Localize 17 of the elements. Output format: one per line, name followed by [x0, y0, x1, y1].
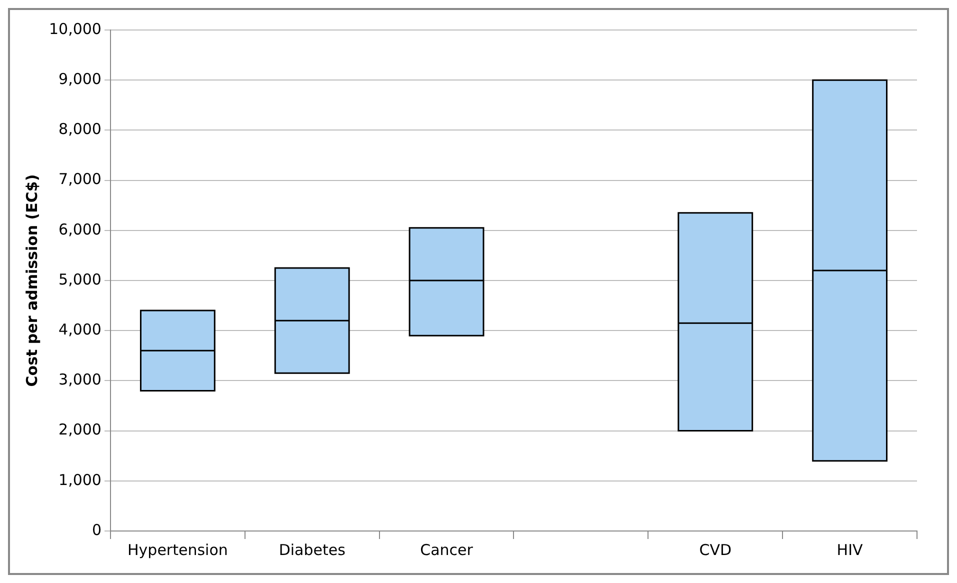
x-tick-label: Cancer — [420, 540, 474, 559]
y-tick-label: 10,000 — [48, 20, 102, 38]
y-axis-title: Cost per admission (EC$) — [22, 174, 41, 387]
x-tick-label: Diabetes — [278, 540, 346, 559]
y-tick-label: 0 — [92, 520, 102, 539]
y-tick-label: 8,000 — [58, 120, 102, 138]
x-tick-label: HIV — [836, 540, 864, 559]
y-tick-label: 3,000 — [58, 370, 102, 389]
x-tick-label: Hypertension — [128, 540, 228, 559]
y-tick-label: 4,000 — [58, 320, 102, 338]
x-tick-label: CVD — [699, 540, 732, 559]
y-tick-label: 2,000 — [58, 420, 102, 439]
y-tick-label: 5,000 — [58, 270, 102, 288]
y-tick-label: 7,000 — [58, 170, 102, 188]
y-tick-label: 6,000 — [58, 220, 102, 238]
y-tick-label: 1,000 — [58, 470, 102, 489]
y-tick-label: 9,000 — [58, 70, 102, 88]
